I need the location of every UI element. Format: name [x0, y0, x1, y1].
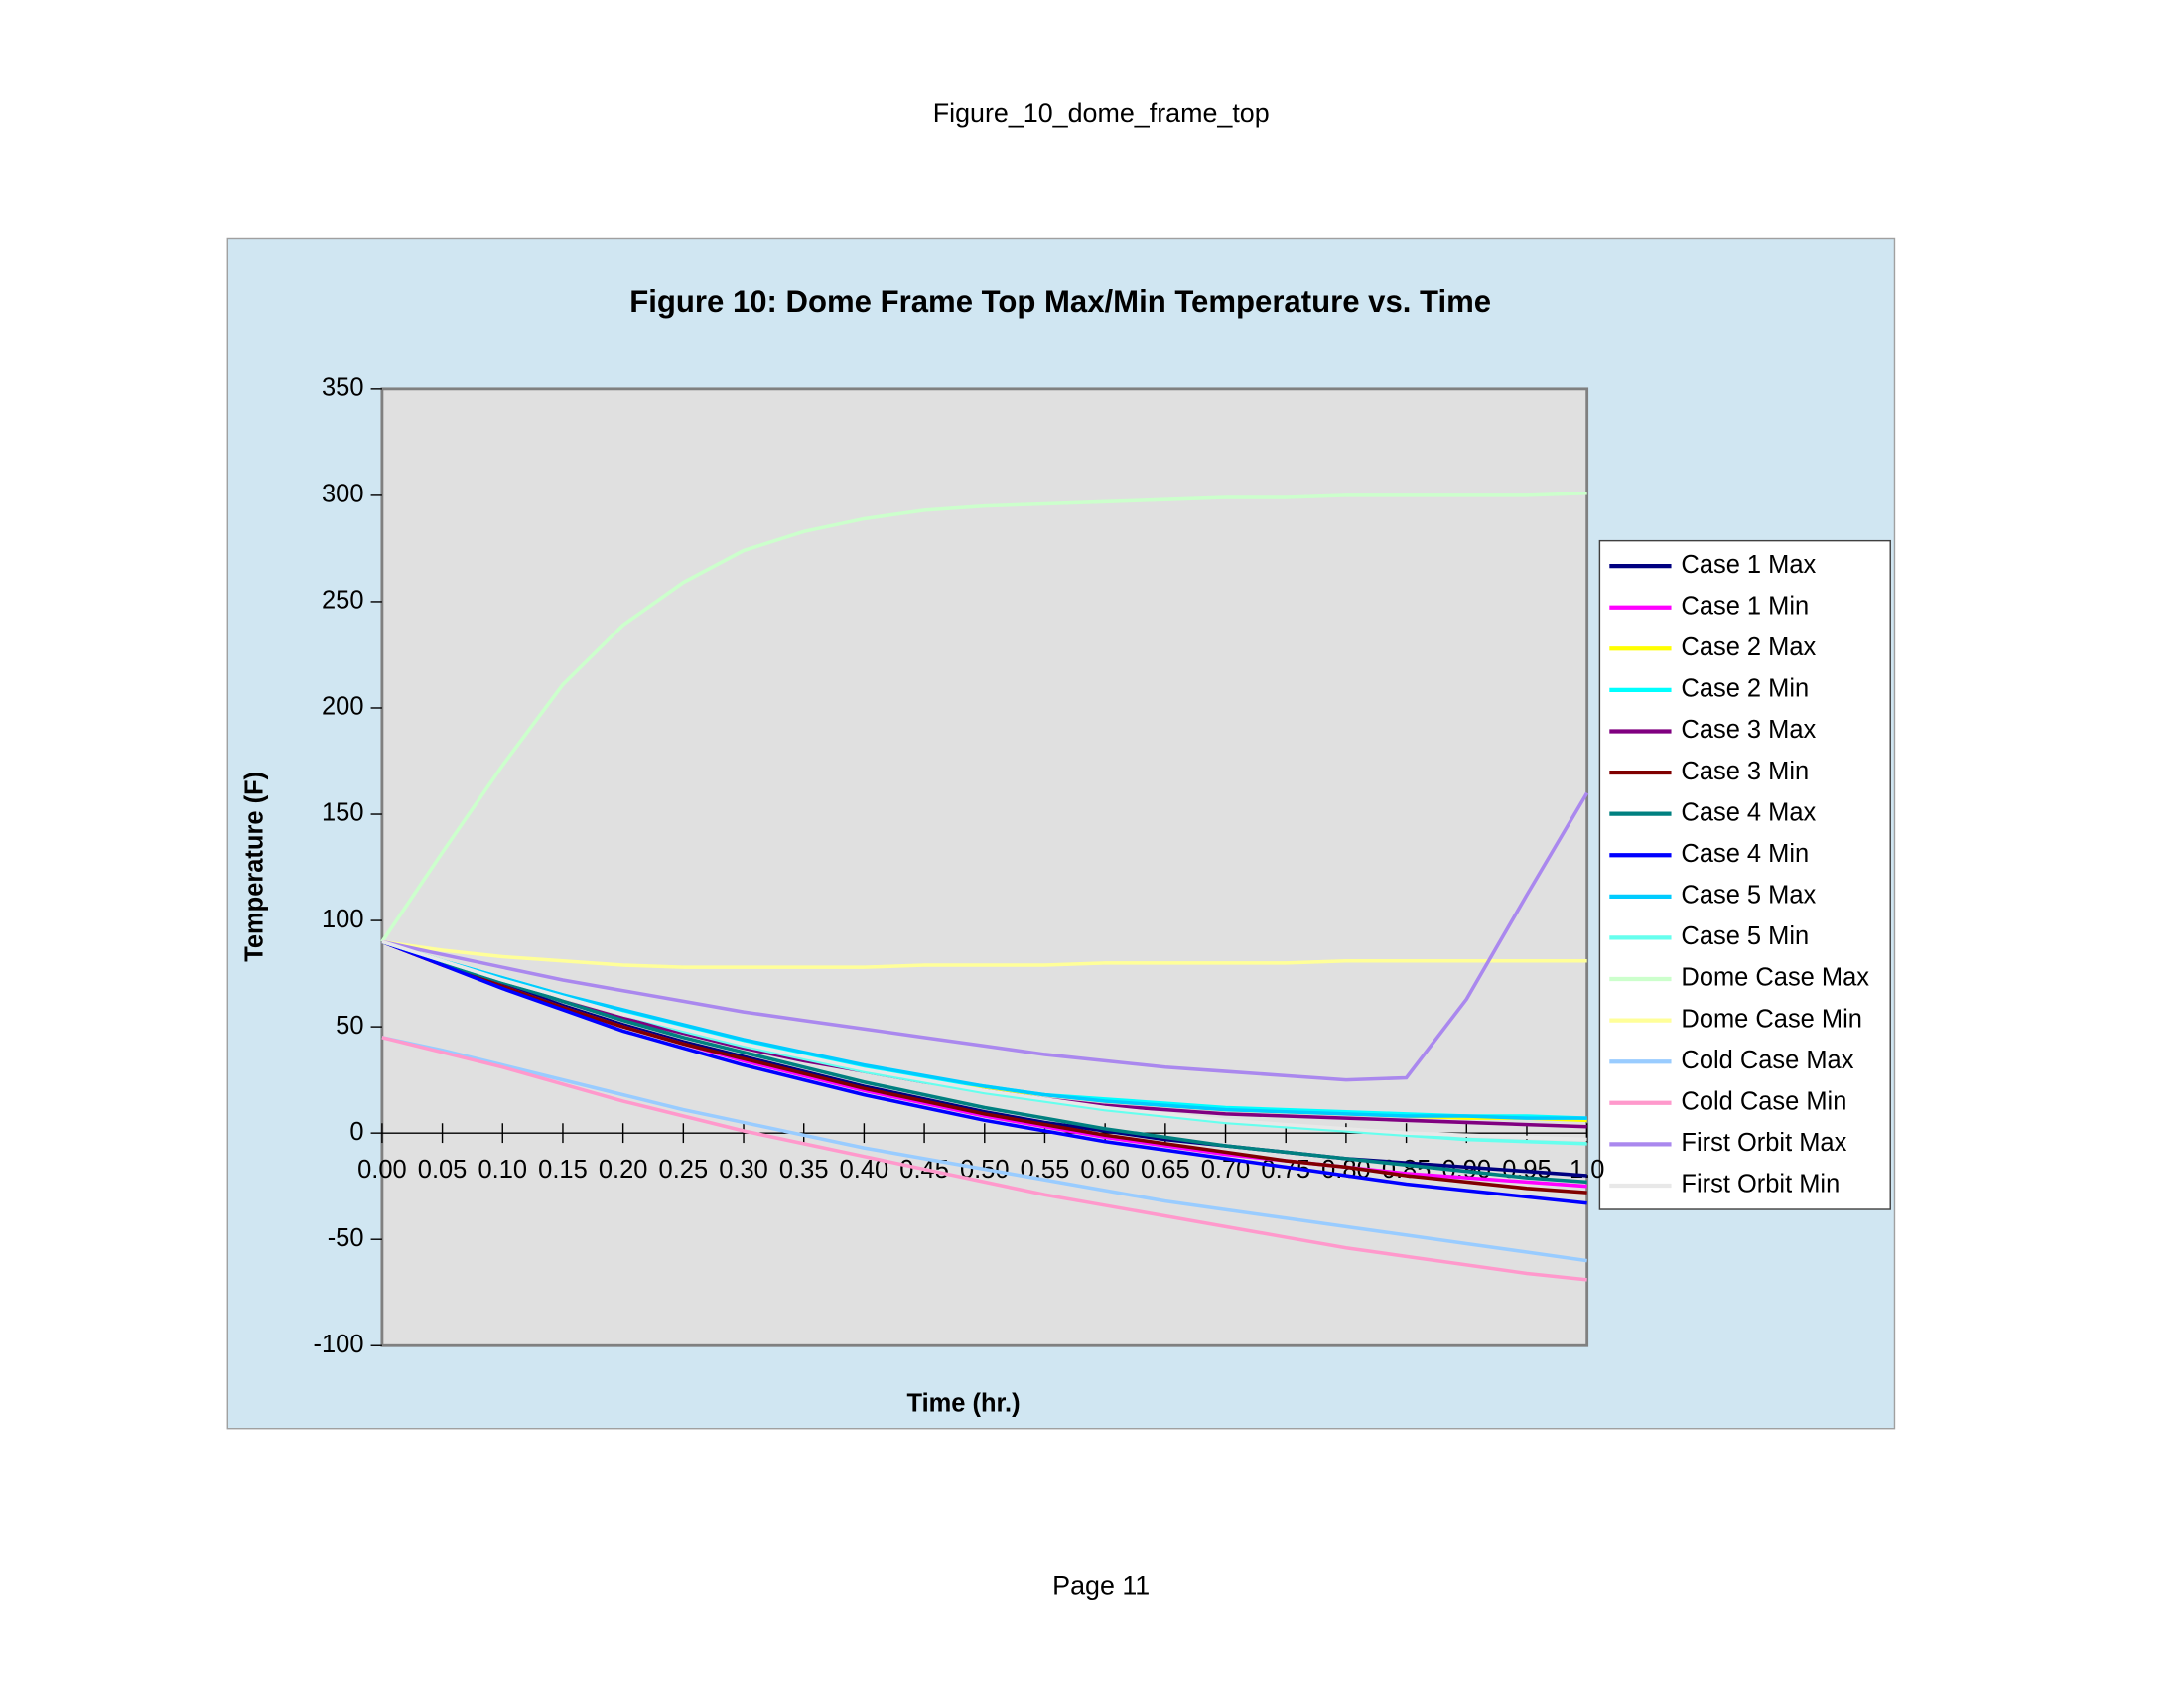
x-tick-label: 1.0 — [1570, 1156, 1604, 1184]
legend-label: Case 5 Max — [1681, 882, 1816, 910]
legend-label: First Orbit Max — [1681, 1129, 1846, 1157]
chart-title: Figure 10: Dome Frame Top Max/Min Temper… — [629, 284, 1491, 319]
legend-label: Case 1 Min — [1681, 592, 1809, 620]
x-axis-label: Time (hr.) — [907, 1389, 1021, 1417]
series-line — [381, 939, 1587, 1120]
y-tick-label: 150 — [322, 799, 363, 827]
series-line — [380, 491, 1587, 943]
legend-label: Case 1 Max — [1681, 551, 1816, 579]
legend-label: Case 4 Min — [1681, 840, 1809, 868]
y-tick-label: -50 — [328, 1224, 364, 1252]
x-tick-label: 0.60 — [1080, 1156, 1130, 1184]
y-tick-label: 0 — [349, 1118, 363, 1146]
x-tick-label: 0.15 — [538, 1156, 588, 1184]
legend-label: Dome Case Min — [1681, 1005, 1861, 1033]
x-tick-label: 0.05 — [418, 1156, 468, 1184]
x-tick-label: 0.30 — [719, 1156, 768, 1184]
x-tick-label: 0.00 — [357, 1156, 407, 1184]
series-line — [381, 939, 1587, 1185]
page-header: Figure_10_dome_frame_top — [933, 98, 1270, 128]
legend-label: Case 5 Min — [1681, 922, 1809, 950]
y-tick-label: 300 — [322, 481, 363, 508]
legend-label: Cold Case Min — [1681, 1088, 1846, 1116]
legend-label: Dome Case Max — [1681, 964, 1869, 992]
series-line — [381, 939, 1587, 969]
x-tick-label: 0.65 — [1141, 1156, 1190, 1184]
x-tick-label: 0.10 — [478, 1156, 527, 1184]
legend-label: Cold Case Max — [1681, 1047, 1853, 1074]
series-line — [381, 1036, 1587, 1263]
series-line — [381, 791, 1589, 1082]
y-tick-label: 50 — [336, 1012, 363, 1040]
x-tick-label: 0.35 — [779, 1156, 829, 1184]
y-tick-label: 350 — [322, 374, 363, 402]
y-tick-label: 250 — [322, 587, 363, 615]
page-footer: Page 11 — [1052, 1571, 1150, 1601]
legend-label: Case 3 Max — [1681, 716, 1816, 744]
legend-label: Case 4 Max — [1681, 798, 1816, 826]
x-tick-label: 0.20 — [599, 1156, 648, 1184]
x-tick-label: 0.25 — [659, 1156, 709, 1184]
legend-label: Case 2 Max — [1681, 633, 1816, 661]
y-tick-label: 100 — [322, 906, 363, 933]
legend-label: Case 3 Min — [1681, 758, 1809, 785]
series-line — [381, 939, 1587, 1142]
y-axis-label: Temperature (F) — [240, 772, 268, 962]
y-tick-label: 200 — [322, 693, 363, 721]
series-line — [381, 939, 1587, 1205]
legend — [1598, 539, 1891, 1210]
legend-label: First Orbit Min — [1681, 1171, 1840, 1198]
series-line — [381, 1036, 1587, 1282]
y-tick-label: -100 — [314, 1331, 364, 1358]
legend-label: Case 2 Min — [1681, 675, 1809, 703]
series-line — [381, 939, 1587, 1195]
plot-area — [380, 387, 1589, 1347]
